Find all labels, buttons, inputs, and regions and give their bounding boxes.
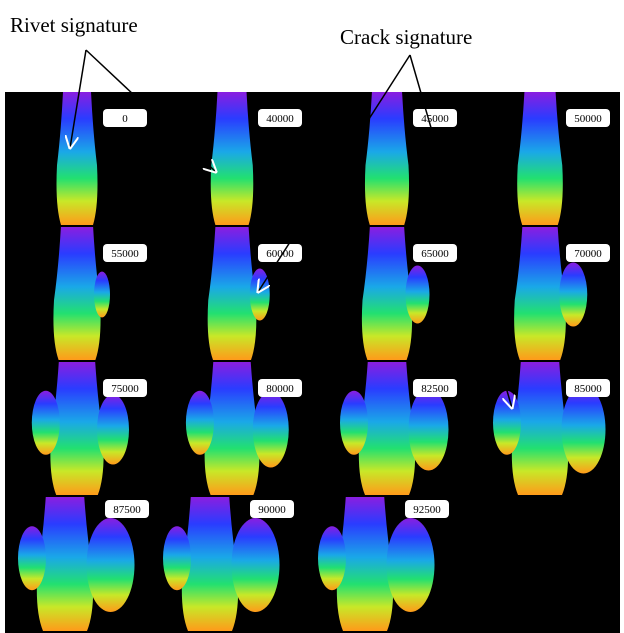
crack-region: [493, 391, 521, 455]
specimen-signature: [514, 227, 566, 360]
crack-region: [340, 391, 368, 455]
cycle-label: 92500: [413, 504, 441, 516]
cycle-label: 70000: [574, 248, 602, 260]
crack-region: [163, 526, 191, 590]
crack-region: [87, 518, 135, 612]
cycle-label: 0: [122, 113, 128, 125]
cycle-label: 80000: [266, 383, 294, 395]
specimen-signature: [517, 92, 563, 225]
cycle-label: 85000: [574, 383, 602, 395]
crack-region: [94, 272, 110, 318]
cycle-label: 82500: [421, 383, 449, 395]
specimen-signature: [365, 92, 409, 225]
crack-region: [186, 391, 214, 455]
cycle-label: 75000: [111, 383, 139, 395]
crack-region: [387, 518, 435, 612]
crack-region: [97, 395, 129, 465]
specimen-signature: [211, 92, 254, 225]
specimen-signature: [53, 227, 100, 360]
cycle-label: 90000: [258, 504, 286, 516]
rivet-annotation: Rivet signature: [10, 13, 138, 37]
cycle-label: 65000: [421, 248, 449, 260]
crack-region: [562, 386, 606, 474]
figure: 0400004500050000550006000065000700007500…: [0, 0, 624, 633]
crack-region: [318, 526, 346, 590]
specimen-signature: [208, 227, 257, 360]
crack-region: [18, 526, 46, 590]
cycle-label: 40000: [266, 113, 294, 125]
crack-region: [559, 263, 587, 327]
specimen-signature: [362, 227, 412, 360]
cycle-label: 45000: [421, 113, 449, 125]
crack-region: [232, 518, 280, 612]
crack-region: [406, 266, 430, 324]
crack-annotation: Crack signature: [340, 25, 472, 49]
cycle-label: 50000: [574, 113, 602, 125]
crack-region: [250, 269, 270, 321]
crack-region: [409, 389, 449, 471]
cycle-label: 87500: [113, 504, 141, 516]
cycle-label: 55000: [111, 248, 139, 260]
specimen-signature: [57, 92, 98, 225]
crack-region: [32, 391, 60, 455]
crack-region: [253, 392, 289, 468]
